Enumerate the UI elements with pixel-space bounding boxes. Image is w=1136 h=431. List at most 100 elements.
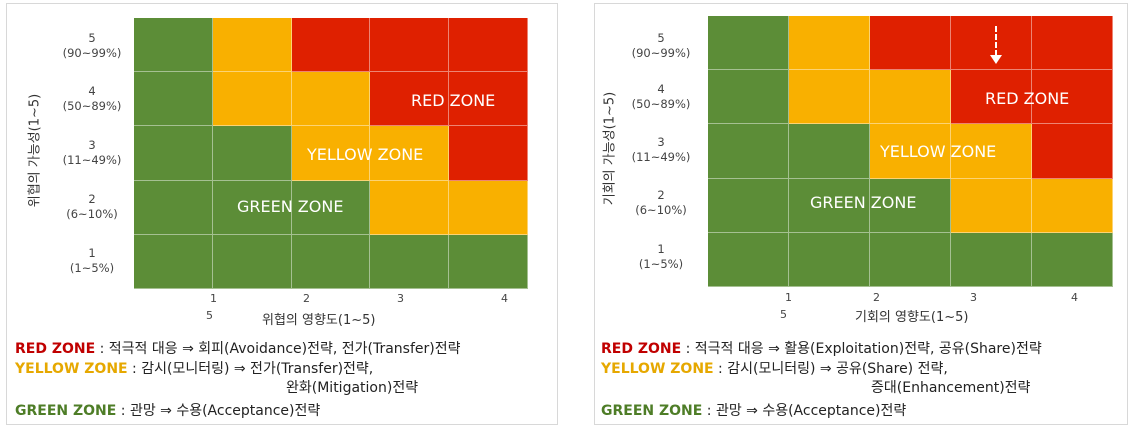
grid-cell-r4-c5	[1032, 70, 1113, 125]
grid-cell-r2-c4	[951, 178, 1032, 233]
y-level-2: 2 (6~10%)	[66, 192, 118, 221]
grid-cell-r3-c4	[370, 126, 450, 181]
y-level-5: 5 (90~99%)	[631, 31, 691, 60]
legend-yellow: YELLOW ZONE : 감시(모니터링) ⇒ 공유(Share) 전략,	[601, 360, 948, 378]
x-tick: 5	[780, 308, 787, 321]
threat-matrix-panel: 위협의 가능성(1~5) 5 (90~99%) 4 (50~89%) 3 (11~49…	[6, 3, 558, 425]
grid-cell-r4-c3	[870, 70, 951, 125]
legend-yellow-key: YELLOW ZONE	[601, 361, 714, 377]
y-level-4: 4 (50~89%)	[631, 82, 691, 111]
x-tick: 4	[1071, 291, 1078, 304]
grid-cell-r5-c1	[134, 18, 213, 73]
grid-cell-r4-c4	[370, 72, 450, 127]
grid-cell-r1-c3	[291, 234, 371, 289]
grid-cell-r1-c1	[708, 232, 789, 287]
x-tick: 1	[210, 292, 217, 305]
legend-yellow-cont: 증대(Enhancement)전략	[871, 380, 1031, 396]
grid-cell-r3-c2	[212, 126, 292, 181]
legend-yellow-cont: 완화(Mitigation)전략	[286, 380, 419, 396]
legend-green-text: : 관망 ⇒ 수용(Acceptance)전략	[702, 403, 907, 419]
x-axis-title: 기회의 영향도(1~5)	[855, 310, 969, 325]
legend-yellow: YELLOW ZONE : 감시(모니터링) ⇒ 전가(Transfer)전략,	[15, 360, 373, 378]
grid-cell-r2-c3	[291, 180, 371, 235]
legend-red-text: : 적극적 대응 ⇒ 회피(Avoidance)전략, 전가(Transfer)…	[95, 341, 461, 357]
grid-cell-r5-c2	[789, 16, 870, 71]
legend-red-text: : 적극적 대응 ⇒ 활용(Exploitation)전략, 공유(Share)…	[681, 341, 1042, 357]
x-tick: 2	[873, 291, 880, 304]
legend-green-text: : 관망 ⇒ 수용(Acceptance)전략	[116, 403, 321, 419]
legend-green: GREEN ZONE : 관망 ⇒ 수용(Acceptance)전략	[601, 402, 906, 420]
grid-cell-r4-c2	[789, 70, 870, 125]
downward-dashed-arrow	[995, 26, 997, 56]
green-zone-label: GREEN ZONE	[237, 197, 344, 216]
grid-cell-r4-c1	[134, 72, 213, 127]
grid-cell-r3-c5	[449, 126, 528, 181]
y-axis-title: 기회의 가능성(1~5)	[602, 91, 618, 206]
grid-cell-r4-c5	[449, 72, 528, 127]
y-level-2: 2 (6~10%)	[635, 188, 687, 217]
grid-cell-r3-c3	[870, 124, 951, 179]
y-level-3: 3 (11~49%)	[631, 135, 691, 164]
grid-cell-r3-c1	[708, 124, 789, 179]
grid-cell-r4-c3	[291, 72, 371, 127]
threat-risk-grid	[134, 18, 528, 289]
grid-cell-r1-c4	[951, 232, 1032, 287]
legend-green: GREEN ZONE : 관망 ⇒ 수용(Acceptance)전략	[15, 402, 320, 420]
grid-cell-r1-c2	[212, 234, 292, 289]
grid-cell-r4-c1	[708, 70, 789, 125]
x-tick: 3	[397, 292, 404, 305]
x-tick: 2	[303, 292, 310, 305]
grid-cell-r1-c3	[870, 232, 951, 287]
yellow-zone-label: YELLOW ZONE	[307, 145, 424, 164]
legend-green-key: GREEN ZONE	[601, 403, 703, 419]
y-level-4: 4 (50~89%)	[62, 84, 122, 113]
grid-cell-r3-c5	[1032, 124, 1113, 179]
y-level-3: 3 (11~49%)	[62, 138, 122, 167]
grid-cell-r2-c1	[134, 180, 213, 235]
red-zone-label: RED ZONE	[411, 91, 496, 110]
grid-cell-r5-c5	[449, 18, 528, 73]
grid-cell-r1-c4	[370, 234, 450, 289]
grid-cell-r5-c2	[212, 18, 292, 73]
grid-cell-r2-c1	[708, 178, 789, 233]
y-level-1: 1 (1~5%)	[69, 246, 115, 275]
grid-cell-r3-c3	[291, 126, 371, 181]
legend-yellow-text: : 감시(모니터링) ⇒ 공유(Share) 전략,	[713, 361, 948, 377]
green-zone-label: GREEN ZONE	[810, 193, 917, 212]
legend-red-key: RED ZONE	[15, 341, 96, 357]
grid-cell-r5-c3	[870, 16, 951, 71]
grid-cell-r5-c4	[370, 18, 450, 73]
grid-cell-r2-c5	[449, 180, 528, 235]
grid-cell-r1-c2	[789, 232, 870, 287]
x-axis-title: 위협의 영향도(1~5)	[262, 313, 376, 328]
opportunity-matrix-panel: 기회의 가능성(1~5) 5 (90~99%) 4 (50~89%) 3 (11~49…	[594, 3, 1128, 425]
x-tick: 1	[785, 291, 792, 304]
legend-yellow-text: : 감시(모니터링) ⇒ 전가(Transfer)전략,	[127, 361, 374, 377]
legend-red: RED ZONE : 적극적 대응 ⇒ 회피(Avoidance)전략, 전가(…	[15, 340, 461, 358]
grid-cell-r2-c5	[1032, 178, 1113, 233]
grid-cell-r2-c2	[789, 178, 870, 233]
legend-yellow-key: YELLOW ZONE	[15, 361, 128, 377]
y-level-1: 1 (1~5%)	[638, 242, 684, 271]
yellow-zone-label: YELLOW ZONE	[880, 142, 997, 161]
opportunity-risk-grid	[708, 16, 1113, 287]
grid-cell-r2-c4	[370, 180, 450, 235]
grid-cell-r5-c3	[291, 18, 371, 73]
grid-cell-r5-c5	[1032, 16, 1113, 71]
grid-cell-r1-c1	[134, 234, 213, 289]
legend-red-key: RED ZONE	[601, 341, 682, 357]
grid-cell-r1-c5	[1032, 232, 1113, 287]
grid-cell-r3-c1	[134, 126, 213, 181]
grid-cell-r2-c2	[212, 180, 292, 235]
x-tick: 5	[206, 309, 213, 322]
legend-green-key: GREEN ZONE	[15, 403, 117, 419]
grid-cell-r1-c5	[449, 234, 528, 289]
grid-cell-r3-c4	[951, 124, 1032, 179]
red-zone-label: RED ZONE	[985, 89, 1070, 108]
x-tick: 4	[501, 292, 508, 305]
legend-red: RED ZONE : 적극적 대응 ⇒ 활용(Exploitation)전략, …	[601, 340, 1042, 358]
y-level-5: 5 (90~99%)	[62, 31, 122, 60]
grid-cell-r3-c2	[789, 124, 870, 179]
x-tick: 3	[970, 291, 977, 304]
arrow-head-icon	[990, 55, 1002, 64]
